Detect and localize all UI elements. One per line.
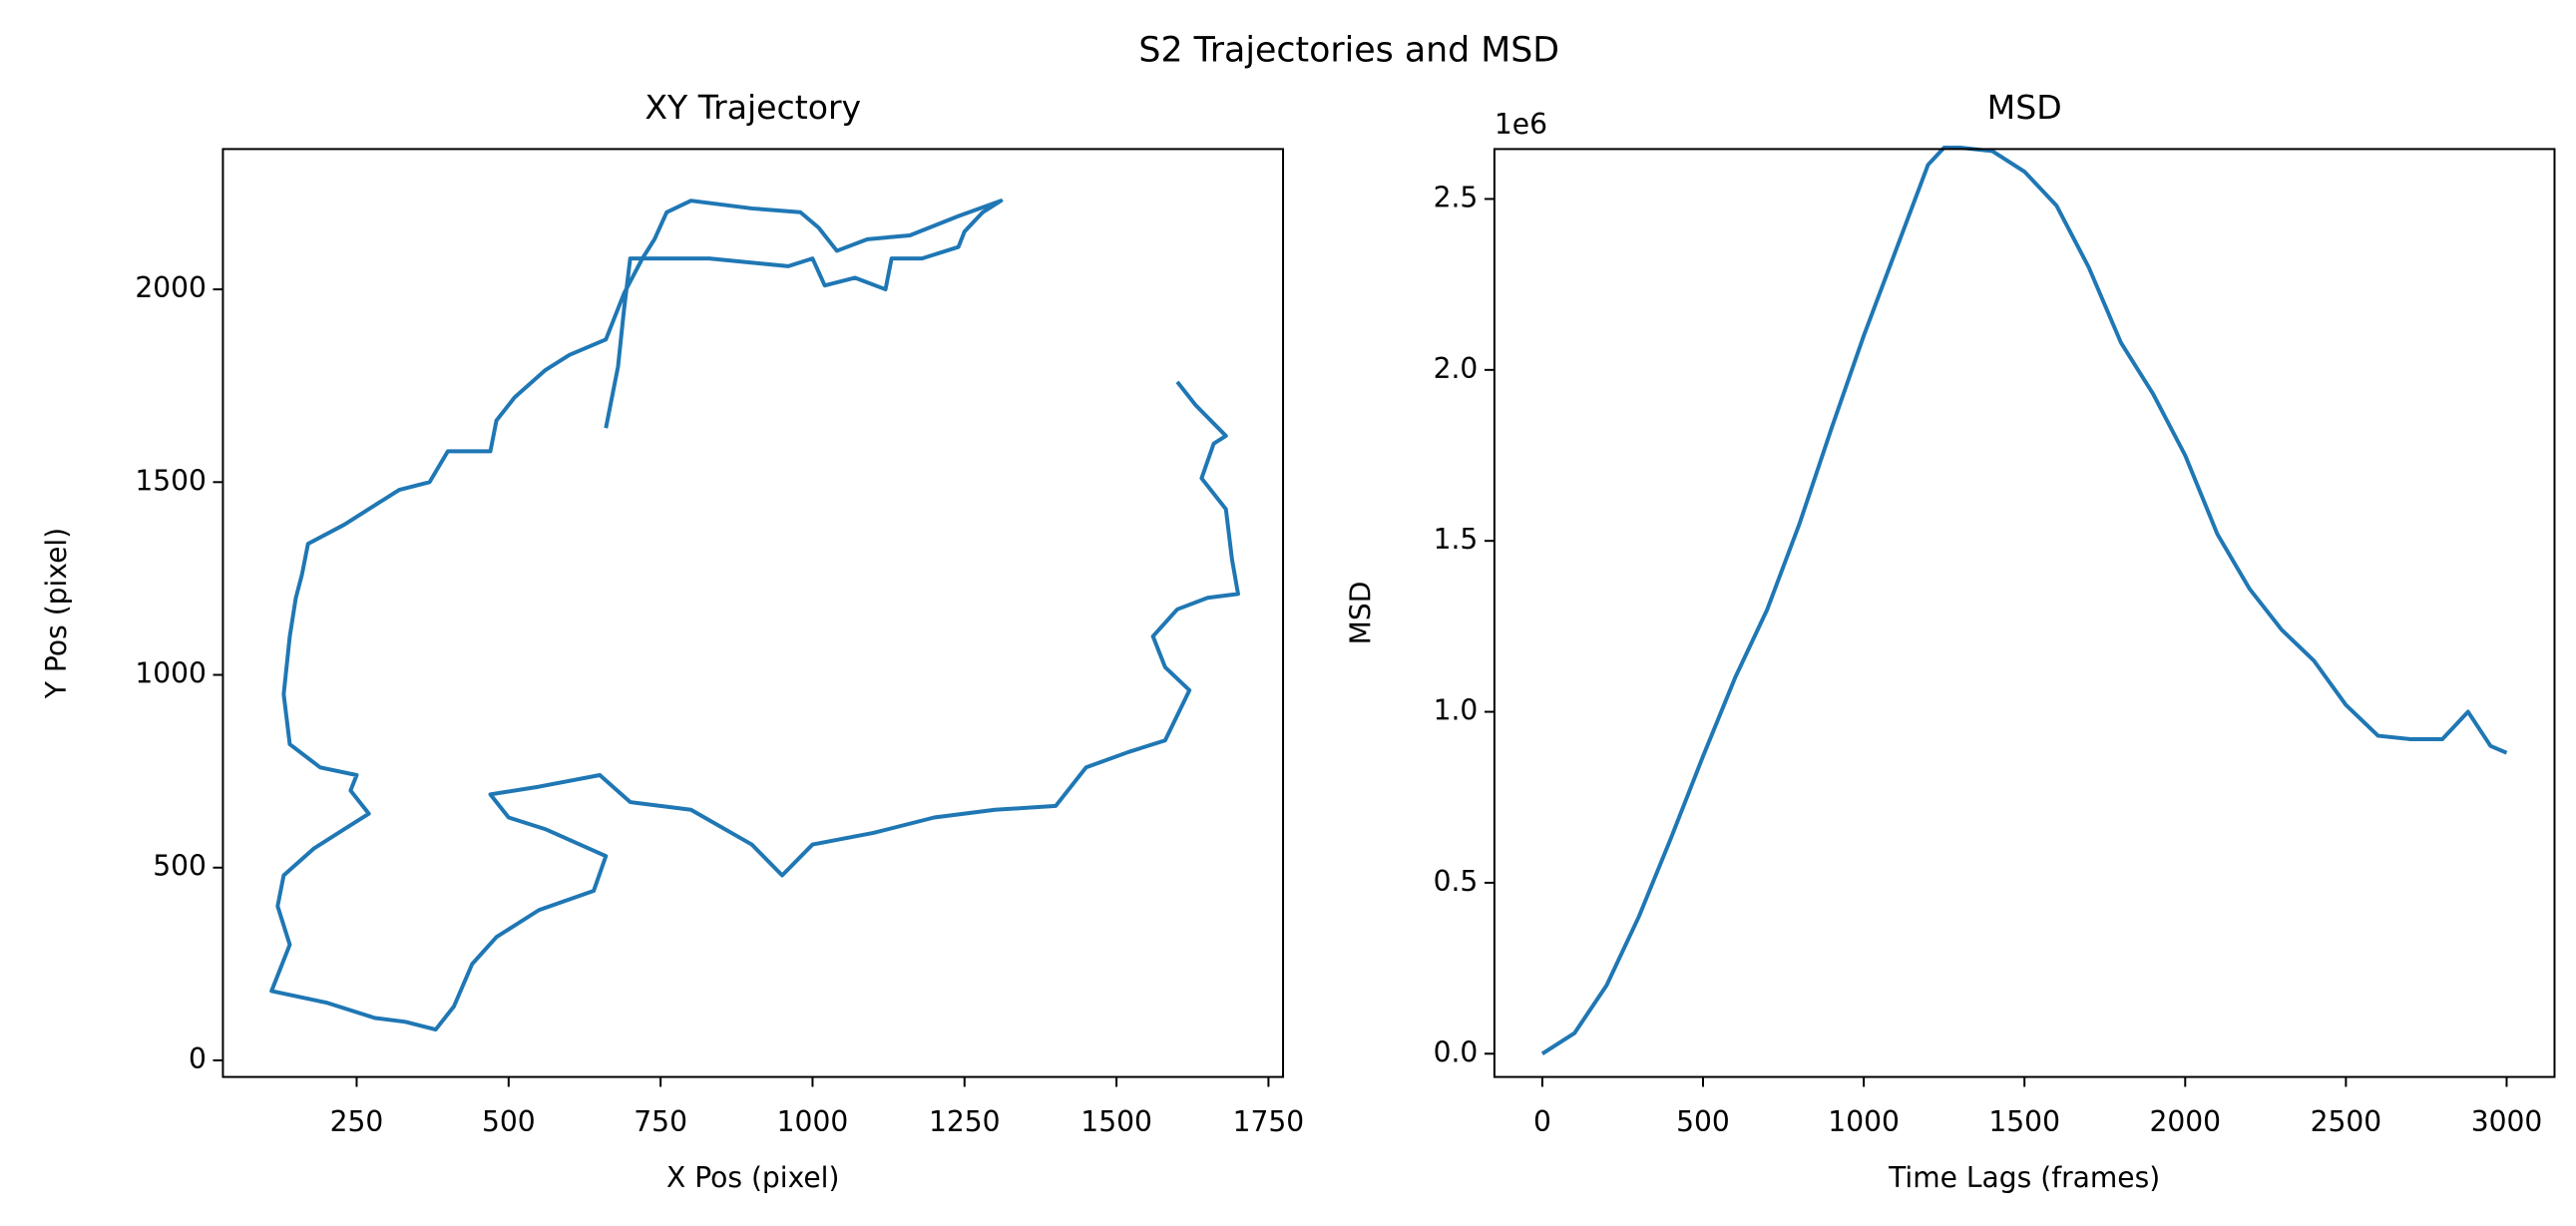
x-tick-label: 1250	[929, 1105, 1001, 1138]
axes-frame	[1493, 148, 2556, 1078]
axis-offset-label: 1e6	[1495, 108, 1547, 141]
y-tick-label: 2.5	[1434, 181, 1479, 213]
x-axis-label: Time Lags (frames)	[1888, 1161, 2160, 1194]
y-tick-label: 1500	[135, 464, 207, 497]
figure-title: S2 Trajectories and MSD	[1138, 31, 1559, 71]
x-tick-label: 1000	[777, 1105, 849, 1138]
chart-title: XY Trajectory	[644, 88, 861, 127]
x-tick-label: 0	[1533, 1105, 1551, 1138]
x-axis-label: X Pos (pixel)	[666, 1161, 839, 1194]
axes-frame	[221, 148, 1285, 1078]
y-tick-label: 1000	[135, 657, 207, 690]
x-tick-label: 1750	[1233, 1105, 1305, 1138]
chart-title: MSD	[1987, 88, 2062, 127]
y-axis-label: Y Pos (pixel)	[40, 528, 73, 699]
y-tick-label: 0.5	[1434, 865, 1479, 898]
x-tick-label: 250	[330, 1105, 384, 1138]
x-tick-label: 2000	[2149, 1105, 2221, 1138]
y-tick-label: 2.0	[1434, 352, 1479, 385]
y-tick-label: 0.0	[1434, 1035, 1479, 1068]
y-tick-label: 1.0	[1434, 694, 1479, 727]
x-tick-label: 3000	[2471, 1105, 2543, 1138]
y-tick-label: 500	[153, 850, 207, 883]
x-tick-label: 1500	[1080, 1105, 1152, 1138]
y-tick-label: 1.5	[1434, 523, 1479, 556]
y-axis-label: MSD	[1344, 582, 1377, 645]
x-tick-label: 500	[1676, 1105, 1730, 1138]
data-line	[269, 199, 1240, 1032]
y-tick-label: 2000	[135, 271, 207, 304]
x-tick-label: 750	[634, 1105, 687, 1138]
x-tick-label: 500	[482, 1105, 536, 1138]
x-tick-label: 1500	[1988, 1105, 2060, 1138]
y-tick-label: 0	[189, 1042, 207, 1075]
x-tick-label: 1000	[1828, 1105, 1900, 1138]
data-line	[1540, 146, 2508, 1055]
x-tick-label: 2500	[2311, 1105, 2382, 1138]
